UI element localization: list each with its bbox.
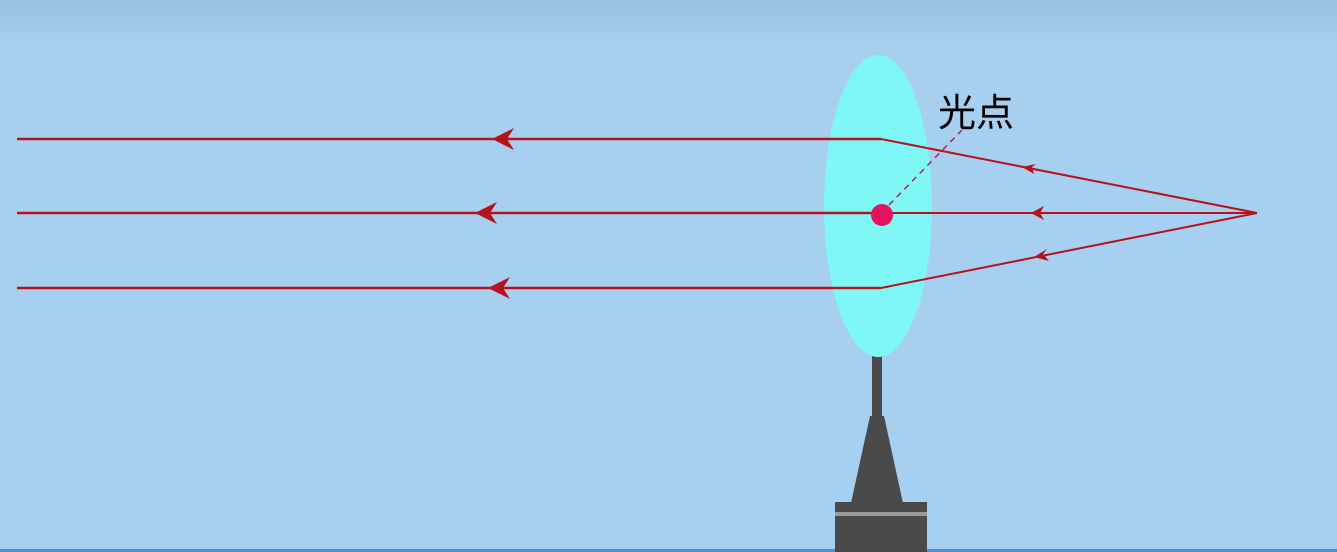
light-spot xyxy=(871,204,893,226)
arrow-middle-right xyxy=(1031,206,1044,220)
parallel-ray-arrows xyxy=(475,128,514,299)
focal-ray-arrows xyxy=(1022,164,1049,261)
arrow-bottom-left xyxy=(488,277,510,299)
stand-cone xyxy=(851,416,903,503)
stand-base xyxy=(835,502,927,552)
arrow-top-right xyxy=(1022,164,1036,174)
arrow-top-left xyxy=(492,128,514,150)
ray-top-right xyxy=(880,138,1258,214)
parallel-rays xyxy=(17,137,881,290)
light-spot-label: 光点 xyxy=(938,91,1014,135)
top-band xyxy=(0,0,1337,46)
bottom-edge xyxy=(0,549,1337,552)
stand-rod xyxy=(872,352,882,418)
ray-bottom-right xyxy=(880,212,1258,289)
focal-rays xyxy=(880,138,1258,289)
arrow-bottom-right xyxy=(1034,249,1049,261)
arrow-middle-left xyxy=(475,202,497,224)
lens-stand xyxy=(835,352,927,552)
stand-base-stripe xyxy=(835,512,927,516)
